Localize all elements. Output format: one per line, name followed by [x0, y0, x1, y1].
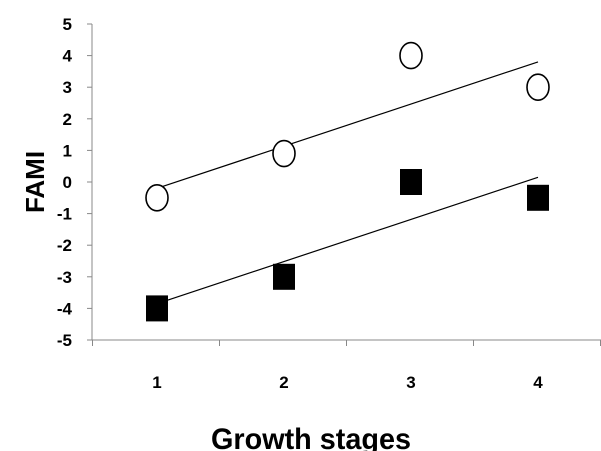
y-tick-label: 1: [63, 141, 72, 160]
data-point-open-circle: [272, 139, 296, 168]
y-tick-label: -1: [57, 205, 72, 224]
x-tick-label: 2: [279, 373, 288, 392]
trendline-series-1: [156, 61, 539, 189]
data-point-filled-square: [400, 169, 422, 195]
x-tick-label: 3: [406, 373, 415, 392]
trendline-series-2: [156, 176, 539, 305]
data-point-open-circle: [145, 184, 169, 212]
axes: 5 4 3 2 1 0 -1 -2 -3 -4 -5 1 2 3 4: [57, 15, 601, 392]
y-axis-title: FAMI: [20, 151, 50, 213]
y-tick-label: -5: [57, 331, 72, 350]
data-point-filled-square: [146, 295, 168, 322]
y-tick-label: -3: [57, 268, 72, 287]
data-point-filled-square: [527, 184, 549, 211]
data-point-filled-square: [273, 263, 295, 290]
y-tick-label: 2: [63, 110, 72, 129]
x-tick-label: 1: [152, 373, 161, 392]
x-axis-title: Growth stages: [211, 423, 411, 451]
y-tick-label: -2: [57, 236, 72, 255]
data-point-open-circle: [526, 73, 550, 101]
y-tick-label: 0: [63, 173, 72, 192]
trendlines: [156, 61, 539, 305]
data-point-open-circle: [399, 41, 423, 70]
y-tick-label: 4: [63, 47, 73, 66]
y-tick-label: -4: [57, 299, 73, 318]
x-tick-label: 4: [533, 373, 543, 392]
markers: [145, 41, 550, 322]
y-tick-label: 5: [63, 15, 72, 34]
y-tick-label: 3: [63, 78, 72, 97]
